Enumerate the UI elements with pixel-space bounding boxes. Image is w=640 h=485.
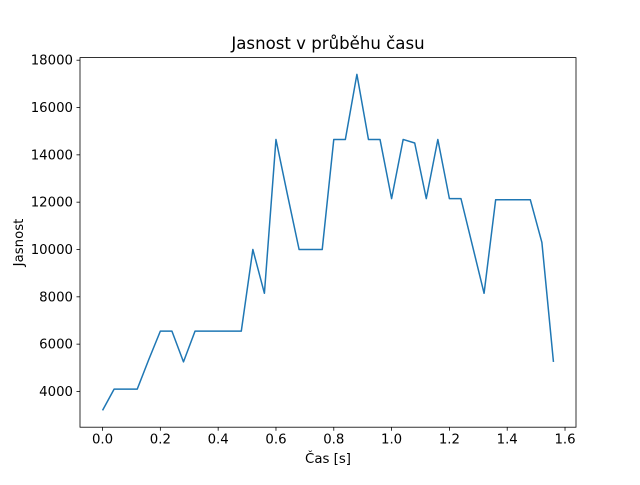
x-tick-label: 0.4 [208,433,229,448]
plot-area [79,57,577,428]
x-tick-label: 1.2 [439,433,460,448]
x-tick-label: 0.2 [150,433,171,448]
data-line-series [101,73,555,411]
y-tick-label: 14000 [31,148,73,163]
y-tick-label: 18000 [31,54,73,69]
x-tick-label: 0.8 [323,433,344,448]
y-tick-label: 12000 [31,196,73,211]
x-tick-label: 0.0 [92,433,113,448]
y-tick-label: 8000 [39,290,73,305]
chart-title: Jasnost v průběhu času [230,34,424,53]
x-tick-label: 1.4 [497,433,518,448]
x-axis-label: Čas [s] [305,449,351,467]
x-tick-label: 1.6 [554,433,575,448]
y-tick-label: 6000 [39,338,73,353]
y-axis-label: Jasnost [12,219,27,268]
x-tick-label: 0.6 [265,433,286,448]
y-tick-label: 16000 [31,101,73,116]
y-tick-label: 10000 [31,243,73,258]
x-tick-label: 1.0 [381,433,402,448]
y-tick-label: 4000 [39,385,73,400]
